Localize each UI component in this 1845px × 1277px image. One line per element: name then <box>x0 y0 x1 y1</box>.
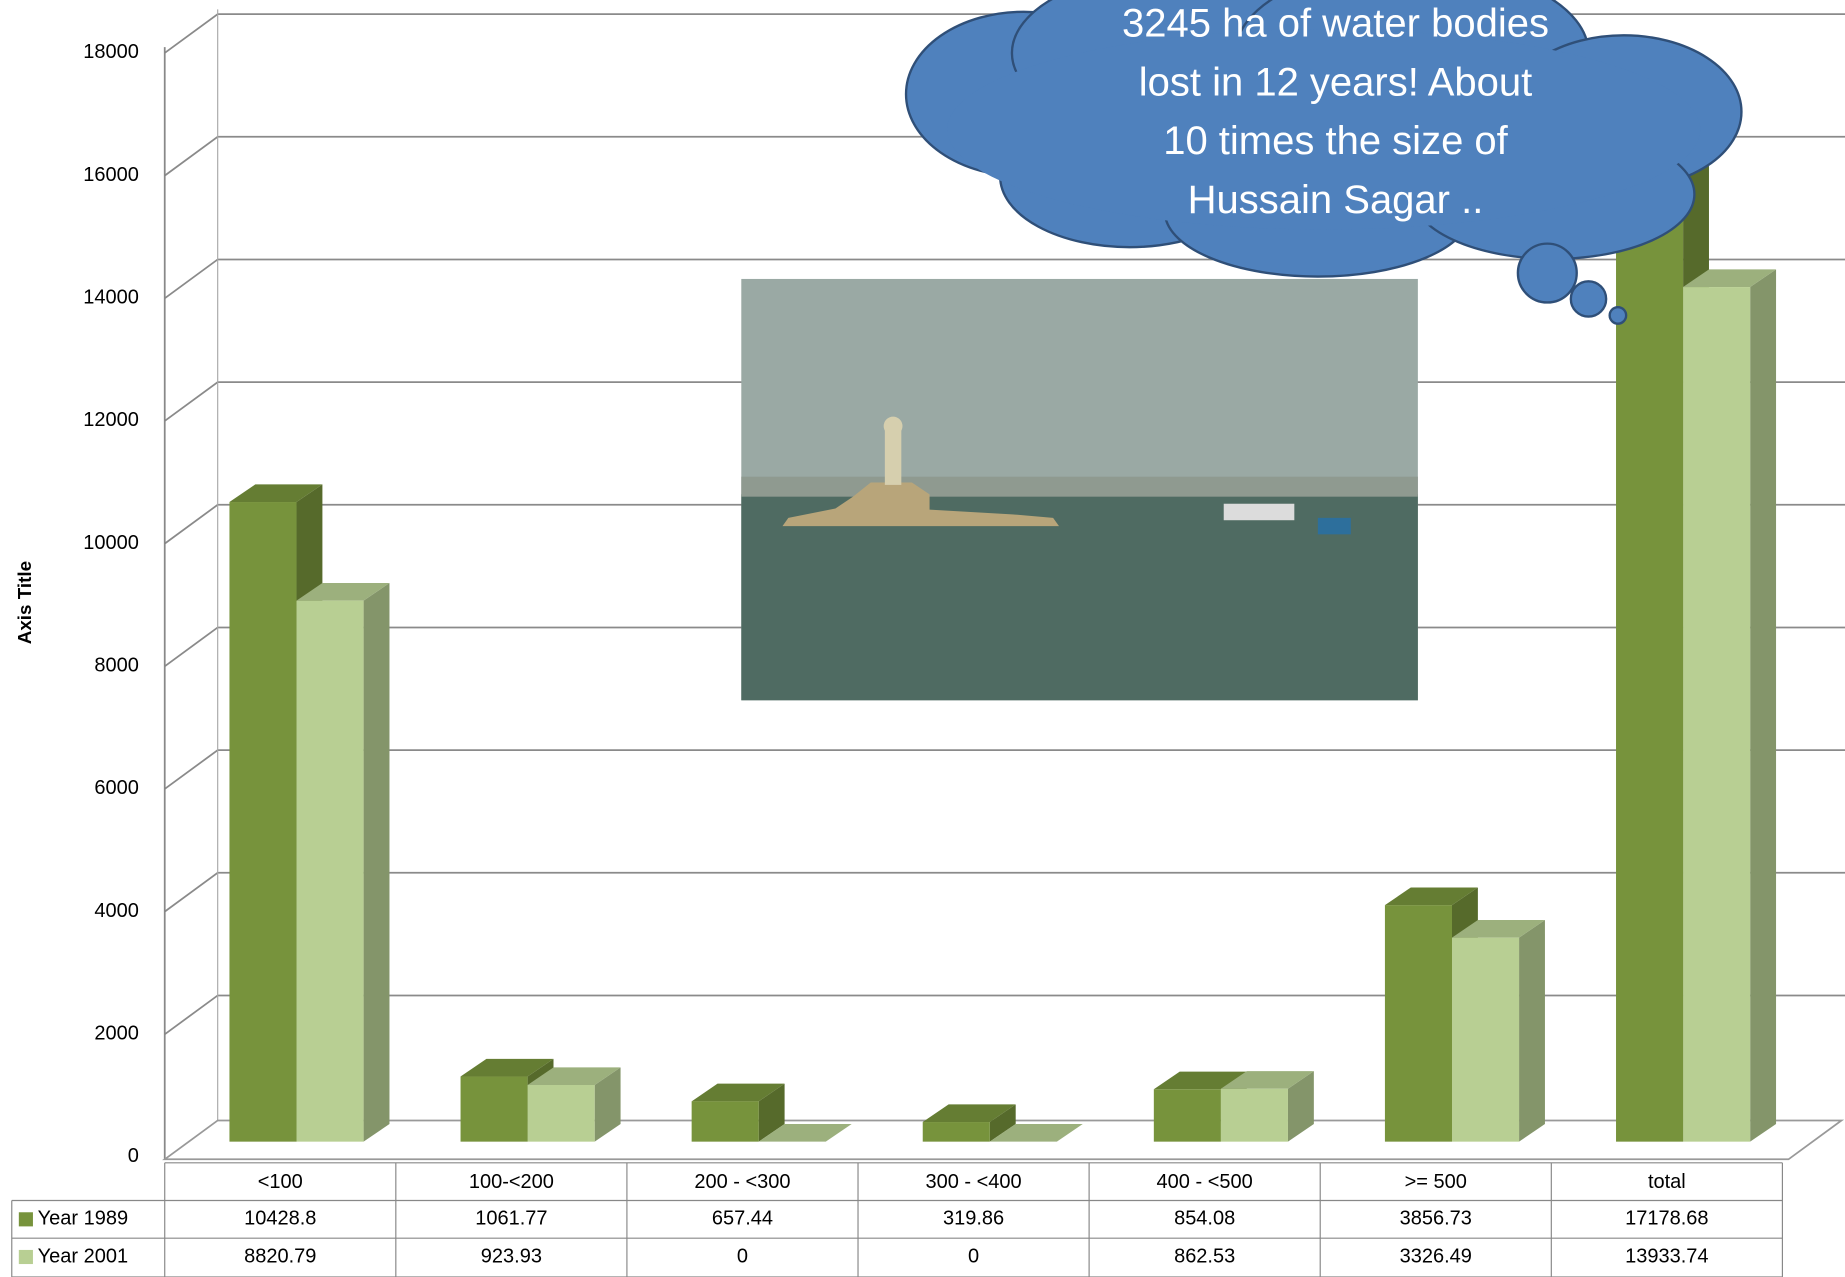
table-category: total <box>1648 1171 1686 1193</box>
grid-line <box>164 994 1845 1035</box>
bar <box>1616 88 1684 1142</box>
callout-line: 10 times the size of <box>1163 119 1508 163</box>
bar <box>229 502 297 1142</box>
grid-line <box>164 749 1845 790</box>
table-value: 862.53 <box>1174 1245 1235 1267</box>
table-value: 657.44 <box>712 1208 773 1230</box>
table-value: 13933.74 <box>1625 1245 1708 1267</box>
bar-top <box>691 1083 785 1102</box>
bar-side <box>1519 919 1545 1142</box>
cloud-body <box>947 29 1701 230</box>
table-category: 100-<200 <box>469 1171 554 1193</box>
bar-side <box>1287 1071 1314 1142</box>
cloud-bubble <box>1569 280 1608 318</box>
bar-side <box>363 582 390 1142</box>
legend-label: Year 1989 <box>38 1208 128 1230</box>
bar-side <box>758 1083 785 1142</box>
table-value: 17178.68 <box>1625 1208 1708 1230</box>
y-tick-label: 18000 <box>83 41 139 63</box>
y-tick-label: 8000 <box>94 655 138 677</box>
table-value: 10428.8 <box>244 1208 316 1230</box>
photo-boat-small <box>1317 517 1351 535</box>
bar-top <box>1153 1071 1247 1090</box>
data-table: <100 100-<200 200 - <300 300 - <400 400 - <5… <box>11 1162 1783 1277</box>
bar <box>1451 937 1520 1142</box>
table-category: 300 - <400 <box>925 1171 1021 1193</box>
photo <box>741 278 1418 701</box>
table-value: 0 <box>737 1245 748 1267</box>
table-category: 400 - <500 <box>1157 1171 1253 1193</box>
bar-side <box>594 1067 621 1142</box>
table-value: 854.08 <box>1174 1208 1235 1230</box>
bar-top <box>922 1104 1016 1123</box>
bar-top <box>1451 919 1545 938</box>
y-axis-title: Axis Title <box>14 561 35 644</box>
bar <box>296 600 364 1142</box>
bar <box>1683 287 1751 1142</box>
bar-top <box>527 1067 621 1085</box>
bar <box>1384 905 1452 1142</box>
bar-top <box>989 1123 1083 1142</box>
bar-top <box>1384 887 1478 906</box>
y-tick-label: 4000 <box>94 900 138 922</box>
photo-island <box>782 482 1059 527</box>
callout-line: lost in 12 years! About <box>1139 60 1533 104</box>
photo-skyline <box>741 476 1418 497</box>
callout-line: 3245 ha of water bodies <box>1122 1 1549 45</box>
bar-top <box>296 582 390 601</box>
y-tick-label: 0 <box>128 1145 139 1167</box>
table-category: >= 500 <box>1405 1171 1467 1193</box>
bars <box>229 70 1777 1142</box>
table-value: 0 <box>968 1245 979 1267</box>
bar-top <box>758 1123 852 1142</box>
cloud-bubble <box>1516 242 1578 304</box>
table-value: 8820.79 <box>244 1245 316 1267</box>
bar-side <box>989 1104 1016 1142</box>
table-category: 200 - <300 <box>694 1171 790 1193</box>
bar <box>460 1076 528 1142</box>
table-value: 1061.77 <box>475 1208 547 1230</box>
bar <box>1153 1089 1221 1142</box>
table-value: 923.93 <box>481 1245 542 1267</box>
y-tick-label: 12000 <box>83 409 139 431</box>
bar <box>922 1122 990 1142</box>
y-tick-label: 14000 <box>83 287 139 309</box>
legend-label: Year 2001 <box>38 1245 128 1267</box>
callout-text: 3245 ha of water bodies lost in 12 years!… <box>1122 1 1549 222</box>
callout-line: Hussain Sagar .. <box>1188 178 1484 222</box>
y-tick-label: 10000 <box>83 532 139 554</box>
table-category: <100 <box>258 1171 303 1193</box>
table-value: 319.86 <box>943 1208 1004 1230</box>
y-tick-label: 2000 <box>94 1023 138 1045</box>
table-value: 3856.73 <box>1400 1208 1472 1230</box>
bar-top <box>460 1058 554 1077</box>
bar-top <box>1683 269 1777 288</box>
legend-swatch <box>18 1212 33 1227</box>
bar-side <box>1750 269 1777 1142</box>
photo-statue <box>884 423 902 485</box>
callout <box>904 0 1743 325</box>
photo-boat <box>1223 503 1295 521</box>
grid-line <box>164 871 1845 913</box>
bar-top <box>229 484 323 503</box>
photo-water <box>741 494 1418 701</box>
bar-top <box>1220 1071 1314 1089</box>
cloud-bubble <box>1608 306 1628 325</box>
photo-statue-head <box>883 416 903 436</box>
bar <box>527 1084 595 1142</box>
bar <box>691 1101 759 1142</box>
legend-swatch <box>18 1249 33 1265</box>
bar <box>1220 1088 1288 1142</box>
y-tick-label: 6000 <box>94 777 138 799</box>
y-tick-label: 16000 <box>83 164 139 186</box>
table-value: 3326.49 <box>1400 1245 1472 1267</box>
